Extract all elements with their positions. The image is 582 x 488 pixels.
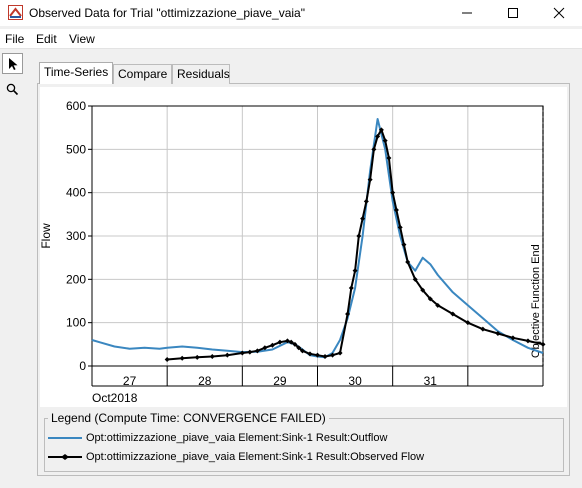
observed-flow-point xyxy=(239,350,245,356)
observed-flow-point xyxy=(401,242,407,248)
menu-file[interactable]: File xyxy=(5,32,25,46)
legend-label-observed-flow: Opt:ottimizzazione_piave_vaia Element:Si… xyxy=(86,451,425,463)
observed-flow-point xyxy=(393,207,399,213)
y-tick-label: 300 xyxy=(66,229,86,243)
observed-flow-point xyxy=(269,342,275,348)
maximize-button[interactable] xyxy=(490,0,536,26)
observed-flow-point xyxy=(427,296,433,302)
plot-background xyxy=(40,87,567,407)
observed-flow-point xyxy=(299,348,305,354)
menu-separator xyxy=(0,48,582,49)
select-tool-button[interactable] xyxy=(2,53,23,74)
observed-flow-point xyxy=(348,285,354,291)
observed-flow-point xyxy=(510,335,516,341)
observed-flow-point xyxy=(296,345,302,351)
close-icon xyxy=(553,7,565,19)
observed-flow-point xyxy=(194,354,200,360)
observed-flow-point xyxy=(386,155,392,161)
y-tick-label: 400 xyxy=(66,186,86,200)
observed-flow-point xyxy=(420,287,426,293)
minimize-button[interactable] xyxy=(444,0,490,26)
zoom-tool-button[interactable] xyxy=(2,79,23,100)
y-tick-label: 200 xyxy=(66,272,86,286)
tab-time-series[interactable]: Time-Series xyxy=(39,62,113,84)
observed-flow-point xyxy=(337,350,343,356)
observed-flow-point xyxy=(224,352,230,358)
legend-item-observed-flow: Opt:ottimizzazione_piave_vaia Element:Si… xyxy=(48,450,424,464)
maximize-icon xyxy=(508,8,518,18)
observed-flow-point xyxy=(254,348,260,354)
observed-flow-point xyxy=(525,338,531,344)
title-bar: Observed Data for Trial "ottimizzazione_… xyxy=(0,0,582,26)
observed-flow-series-line xyxy=(167,128,544,361)
observed-flow-point xyxy=(390,190,396,196)
observed-flow-point xyxy=(315,352,320,358)
app-icon xyxy=(8,5,23,20)
observed-flow-point xyxy=(247,349,253,355)
tool-strip xyxy=(0,50,25,488)
y-axis-label: Flow xyxy=(39,223,53,249)
x-tick-label: 28 xyxy=(198,374,212,388)
close-button[interactable] xyxy=(536,0,582,26)
observed-flow-point xyxy=(322,353,328,359)
y-tick-label: 100 xyxy=(66,316,86,330)
tab-residuals[interactable]: Residuals xyxy=(172,64,230,84)
observed-flow-point xyxy=(209,353,215,359)
observed-flow-point xyxy=(179,355,185,361)
observed-flow-point xyxy=(480,326,486,332)
magnifier-icon xyxy=(6,83,19,96)
x-tick-label: 31 xyxy=(424,374,438,388)
x-tick-label: 27 xyxy=(123,374,137,388)
observed-flow-point xyxy=(540,341,546,347)
x-tick-label: 30 xyxy=(348,374,362,388)
tab-compare[interactable]: Compare xyxy=(113,64,172,84)
observed-flow-point xyxy=(450,311,456,317)
legend-label-outflow: Opt:ottimizzazione_piave_vaia Element:Si… xyxy=(86,432,388,444)
observed-flow-point xyxy=(352,268,358,274)
observed-flow-point xyxy=(371,146,377,152)
window-title: Observed Data for Trial "ottimizzazione_… xyxy=(29,6,305,20)
observed-flow-point xyxy=(375,133,381,139)
observed-flow-point xyxy=(307,351,313,357)
legend-item-outflow: Opt:ottimizzazione_piave_vaia Element:Si… xyxy=(48,431,387,445)
minimize-icon xyxy=(462,12,472,14)
observed-flow-point xyxy=(495,331,501,336)
observed-flow-point xyxy=(382,138,388,144)
outflow-series-line xyxy=(91,118,544,359)
observed-flow-point xyxy=(356,233,362,239)
y-tick-label: 0 xyxy=(79,359,86,373)
observed-flow-point xyxy=(262,345,268,351)
x-month-label: Oct2018 xyxy=(92,391,138,405)
observed-flow-point xyxy=(292,341,298,347)
menu-bar: File Edit View xyxy=(0,29,582,48)
observed-flow-point xyxy=(363,198,369,204)
observed-flow-point xyxy=(360,216,366,222)
outflow-line-swatch xyxy=(48,437,82,439)
menu-edit[interactable]: Edit xyxy=(36,32,57,46)
y-tick-label: 500 xyxy=(66,142,86,156)
observed-flow-point xyxy=(378,127,384,133)
objective-function-end-label: Objective Function End xyxy=(530,244,542,358)
observed-flow-point xyxy=(397,224,403,230)
observed-flow-point xyxy=(330,352,336,358)
observed-flow-point xyxy=(405,259,411,265)
x-tick-label: 29 xyxy=(273,374,287,388)
observed-flow-point xyxy=(284,338,290,344)
observed-flow-point xyxy=(288,339,294,345)
legend-title: Legend (Compute Time: CONVERGENCE FAILED… xyxy=(48,411,329,425)
observed-flow-point xyxy=(367,177,373,183)
arrow-pointer-icon xyxy=(8,57,17,70)
observed-flow-point xyxy=(277,339,283,345)
observed-flow-line-swatch xyxy=(48,454,82,460)
observed-flow-point xyxy=(412,276,418,282)
y-tick-label: 600 xyxy=(66,99,86,113)
observed-flow-point xyxy=(164,357,170,362)
menu-view[interactable]: View xyxy=(69,32,95,46)
observed-flow-point xyxy=(465,320,471,326)
observed-flow-point xyxy=(435,302,441,308)
observed-flow-point xyxy=(345,311,351,317)
